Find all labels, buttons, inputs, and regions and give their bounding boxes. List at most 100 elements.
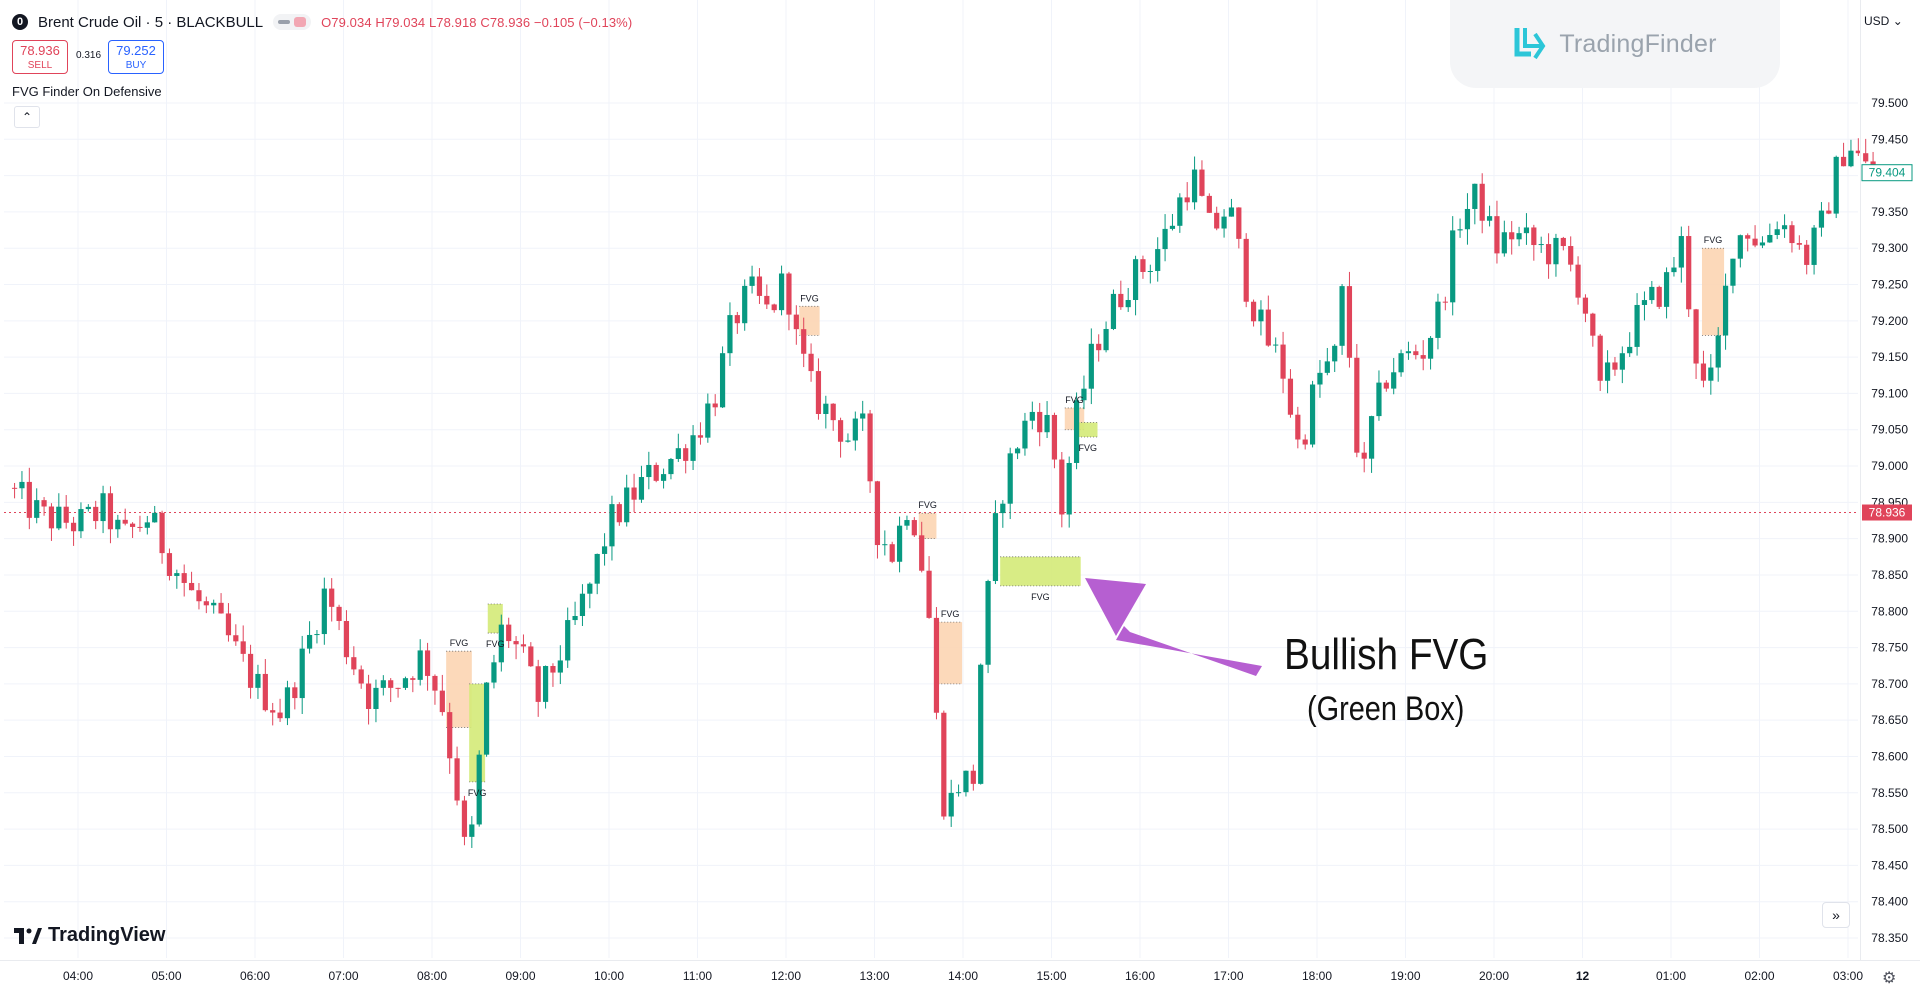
bullish-candle	[1708, 367, 1714, 381]
bullish-candle	[469, 824, 475, 837]
bullish-candle	[1472, 183, 1478, 209]
time-tick-label: 20:00	[1479, 969, 1509, 983]
fvg-label: FVG	[1704, 235, 1723, 245]
bearish-candle	[247, 653, 254, 688]
bearish-candle	[1575, 264, 1581, 298]
bearish-candle	[712, 403, 718, 408]
bullish-candle	[1604, 362, 1611, 381]
bearish-candle	[1826, 210, 1832, 214]
bullish-candle	[860, 413, 866, 419]
bullish-candle	[557, 660, 563, 673]
bearish-candle	[388, 680, 394, 688]
bullish-candle	[1376, 382, 1382, 417]
bullish-candle	[609, 504, 615, 547]
price-tick-label: 79.450	[1871, 132, 1908, 146]
sell-button[interactable]: 78.936 SELL	[12, 40, 68, 74]
price-tick-label: 78.700	[1871, 677, 1908, 691]
bullish-candle	[1147, 270, 1153, 272]
bearish-candle	[188, 582, 195, 591]
bullish-candle	[56, 506, 62, 529]
bullish-candle	[1833, 156, 1839, 214]
bearish-candle	[1745, 235, 1751, 239]
bullish-candle	[1486, 216, 1493, 221]
settings-gear-icon[interactable]: ⚙	[1882, 970, 1897, 987]
time-scale[interactable]	[0, 960, 1920, 998]
bearish-candle	[1686, 236, 1692, 310]
bullish-candle	[587, 583, 593, 594]
price-scale[interactable]	[1860, 0, 1920, 960]
bearish-candle	[70, 522, 77, 532]
bearish-candle	[1280, 344, 1286, 379]
fvg-label: FVG	[450, 638, 469, 648]
bearish-candle	[1656, 286, 1662, 307]
bearish-candle	[1302, 439, 1308, 445]
price-tick-label: 78.850	[1871, 568, 1908, 582]
bullish-candle	[749, 276, 755, 286]
bearish-candle	[550, 665, 556, 673]
bearish-candle	[1051, 414, 1058, 460]
bearish-candle	[26, 481, 32, 518]
bearish-candle	[837, 420, 844, 442]
bullish-candle	[1273, 344, 1279, 346]
bullish-candle	[255, 673, 261, 688]
bullish-candle	[1781, 225, 1788, 230]
bullish-candle	[1191, 169, 1198, 203]
symbol-icon: 0	[12, 14, 28, 30]
fvg-label: FVG	[468, 788, 487, 798]
buy-button[interactable]: 79.252 BUY	[108, 40, 164, 74]
arrow-shaft	[1116, 626, 1262, 676]
bearish-candle	[874, 481, 881, 546]
bearish-candle	[867, 413, 873, 482]
bearish-candle	[262, 673, 268, 711]
time-tick-label: 12:00	[771, 969, 801, 983]
bearish-candle	[122, 519, 128, 524]
bullish-candle	[1177, 197, 1183, 226]
fvg-zones	[446, 247, 1725, 783]
bullish-candle	[992, 513, 999, 582]
bearish-candle	[1265, 309, 1271, 346]
fvg-label: FVG	[1031, 592, 1050, 602]
bullish-candle	[498, 624, 504, 663]
bearish-candle	[513, 641, 519, 645]
bearish-candle	[933, 617, 940, 713]
time-axis: 04:00 05:00 06:00 07:00 08:00 09:00 10:00 11:00…	[63, 969, 1863, 983]
bullish-candle	[1627, 346, 1633, 354]
bearish-candle	[1560, 237, 1566, 247]
bullish-candle	[963, 770, 969, 793]
bullish-candle	[955, 792, 962, 794]
bullish-candle	[1722, 285, 1729, 336]
visibility-toggle-icon[interactable]	[273, 14, 312, 30]
collapse-legend-button[interactable]: ⌃	[14, 106, 40, 128]
bearish-candle	[93, 506, 99, 522]
bearish-candle	[1693, 309, 1699, 364]
bullish-candle	[1450, 230, 1456, 303]
bearish-candle	[734, 315, 740, 324]
bearish-candle	[1494, 216, 1500, 254]
currency-select[interactable]: USD ⌄	[1864, 14, 1903, 28]
bullish-candle	[1619, 353, 1625, 370]
symbol-title[interactable]: Brent Crude Oil · 5 · BLACKBULL	[38, 13, 264, 31]
bearish-candle	[365, 683, 372, 710]
bearish-candle	[830, 403, 836, 421]
indicator-legend[interactable]: FVG Finder On Defensive	[12, 84, 162, 99]
price-tick-label: 79.100	[1871, 386, 1908, 400]
bearish-candle	[1509, 232, 1515, 240]
bullish-candle	[823, 403, 829, 414]
bullish-candle	[115, 519, 121, 530]
bearish-candle	[520, 644, 527, 647]
bullish-candle	[380, 680, 386, 688]
time-tick-label: 05:00	[151, 969, 181, 983]
chevron-up-icon: ⌃	[21, 110, 33, 124]
bullish-candle	[1391, 372, 1397, 389]
price-tick-label: 78.350	[1871, 931, 1908, 945]
bullish-candle	[565, 620, 571, 661]
symbol-header: 0 Brent Crude Oil · 5 · BLACKBULL O79.03…	[12, 10, 632, 34]
bullish-candle	[1309, 384, 1316, 445]
scroll-to-realtime-button[interactable]: »	[1822, 902, 1850, 928]
bullish-candle	[1221, 216, 1227, 229]
tradingview-logo[interactable]: TradingView	[14, 924, 165, 947]
bullish-candle	[1110, 293, 1117, 329]
bullish-candle	[1759, 242, 1766, 246]
bullish-candle	[491, 662, 497, 683]
